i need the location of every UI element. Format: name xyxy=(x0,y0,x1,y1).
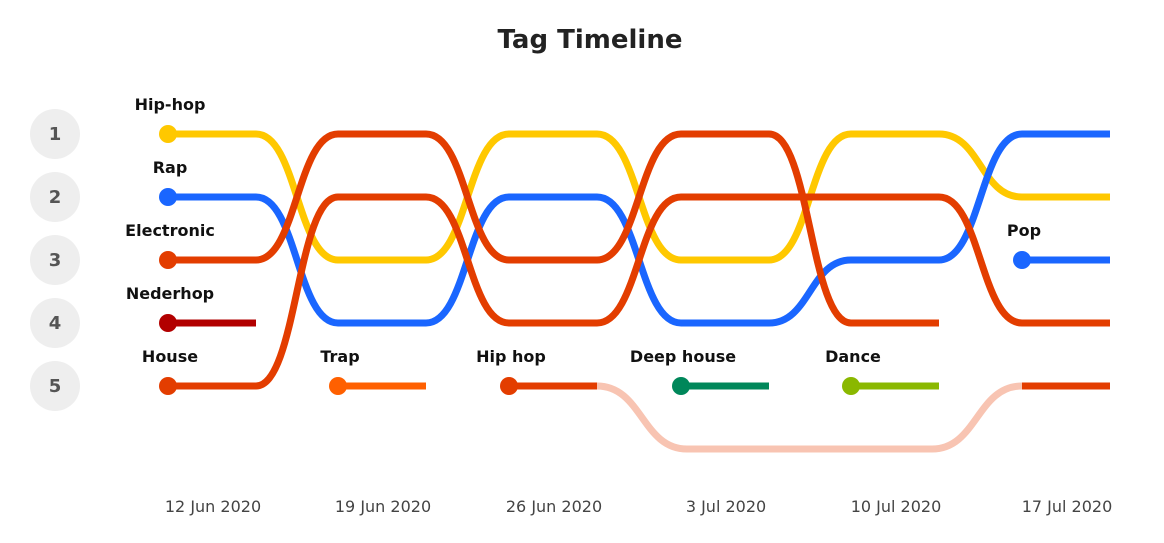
rank-circle-5 xyxy=(30,361,80,411)
series-marker-pop[interactable] xyxy=(1013,251,1031,269)
rank-label-2: 2 xyxy=(49,187,62,208)
series-lines xyxy=(159,125,1110,453)
series-marker-house[interactable] xyxy=(159,377,177,395)
series-label-hip-hop: Hip-hop xyxy=(135,95,206,114)
series-marker-deep-house[interactable] xyxy=(672,377,690,395)
series-marker-dance[interactable] xyxy=(842,377,860,395)
series-marker-trap[interactable] xyxy=(329,377,347,395)
series-marker-rap[interactable] xyxy=(159,188,177,206)
date-label-19-jun-2020: 19 Jun 2020 xyxy=(335,497,431,516)
series-gap-hip-hop xyxy=(593,382,1026,453)
series-label-trap: Trap xyxy=(320,347,359,366)
rank-circle-1 xyxy=(30,109,80,159)
series-label-electronic: Electronic xyxy=(125,221,215,240)
series-label-rap: Rap xyxy=(153,158,188,177)
rank-circle-4 xyxy=(30,298,80,348)
rank-label-3: 3 xyxy=(49,250,62,271)
series-labels: Hip-hop Rap Electronic Nederhop House Trap Hip… xyxy=(125,95,1041,366)
series-line-rap[interactable] xyxy=(168,130,1110,327)
rank-label-4: 4 xyxy=(49,313,62,334)
series-label-dance: Dance xyxy=(825,347,881,366)
date-label-12-jun-2020: 12 Jun 2020 xyxy=(165,497,261,516)
series-label-hip-hop: Hip hop xyxy=(476,347,546,366)
series-marker-hip-hop[interactable] xyxy=(500,377,518,395)
date-label-3-jul-2020: 3 Jul 2020 xyxy=(686,497,766,516)
rank-circle-2 xyxy=(30,172,80,222)
series-marker-hip-hop[interactable] xyxy=(159,125,177,143)
date-label-17-jul-2020: 17 Jul 2020 xyxy=(1022,497,1113,516)
series-label-deep-house: Deep house xyxy=(630,347,736,366)
series-marker-electronic[interactable] xyxy=(159,251,177,269)
series-marker-nederhop[interactable] xyxy=(159,314,177,332)
date-label-10-jul-2020: 10 Jul 2020 xyxy=(851,497,942,516)
date-axis: 12 Jun 2020 19 Jun 2020 26 Jun 2020 3 Jul 2… xyxy=(165,497,1112,516)
series-label-nederhop: Nederhop xyxy=(126,284,214,303)
series-line-house[interactable] xyxy=(168,193,1110,390)
date-label-26-jun-2020: 26 Jun 2020 xyxy=(506,497,602,516)
rank-label-5: 5 xyxy=(49,376,62,397)
rank-axis: 1 2 3 4 5 xyxy=(30,109,80,411)
rank-label-1: 1 xyxy=(49,124,62,145)
chart-title: Tag Timeline xyxy=(497,25,683,55)
rank-circle-3 xyxy=(30,235,80,285)
series-label-pop: Pop xyxy=(1007,221,1041,240)
series-line-hip-hop[interactable] xyxy=(168,130,1110,264)
series-label-house: House xyxy=(142,347,198,366)
